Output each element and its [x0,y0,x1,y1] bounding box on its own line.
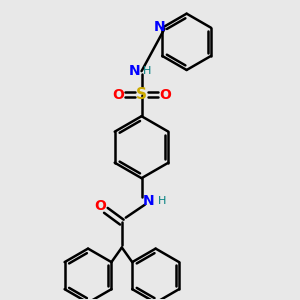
Text: H: H [158,196,166,206]
Text: N: N [128,64,140,78]
Text: O: O [94,199,106,213]
Text: H: H [143,66,152,76]
Text: O: O [112,88,124,102]
Text: O: O [159,88,171,102]
Text: N: N [143,194,155,208]
Text: S: S [136,87,147,102]
Text: N: N [154,20,165,34]
